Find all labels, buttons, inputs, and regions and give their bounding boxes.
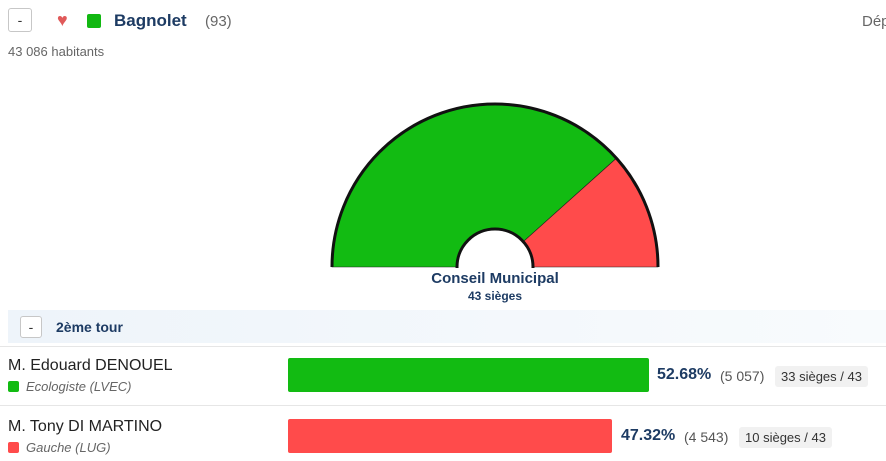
chart-slices [330, 102, 660, 268]
city-color-swatch [87, 14, 101, 28]
candidate-name: M. Tony DI MARTINO [8, 418, 163, 435]
vote-percent: 52.68% [657, 366, 712, 383]
collapse-button[interactable]: - [8, 8, 32, 32]
seats-badge: 10 sièges / 43 [739, 427, 832, 448]
round-header [8, 310, 886, 343]
party-label: Ecologiste (LVEC) [26, 379, 132, 394]
city-name[interactable]: Bagnolet [114, 11, 187, 30]
chart-subtitle: 43 sièges [467, 289, 523, 303]
party-color-swatch [8, 381, 19, 392]
vote-count: (5 057) [720, 368, 765, 384]
party-color-swatch [8, 442, 19, 453]
round-label[interactable]: 2ème tour [56, 319, 123, 335]
party-label: Gauche (LUG) [26, 440, 111, 455]
dept-code: (93) [205, 13, 232, 30]
department-label: Dép [862, 13, 886, 30]
round-collapse-button[interactable]: - [20, 316, 42, 338]
seat-chart [330, 102, 660, 300]
vote-percent: 47.32% [621, 427, 676, 444]
vote-bar [288, 419, 612, 453]
candidate-name: M. Edouard DENOUEL [8, 357, 173, 374]
row-separator [0, 346, 886, 347]
row-separator [0, 405, 886, 406]
seats-badge: 33 sièges / 43 [775, 366, 868, 387]
vote-bar [288, 358, 649, 392]
population: 43 086 habitants [8, 44, 105, 59]
chart-outline [330, 102, 660, 268]
heart-icon[interactable]: ♥ [57, 10, 68, 30]
round-collapse-label: - [28, 319, 34, 335]
collapse-label: - [17, 12, 23, 28]
vote-count: (4 543) [684, 429, 729, 445]
chart-title: Conseil Municipal [431, 270, 559, 287]
